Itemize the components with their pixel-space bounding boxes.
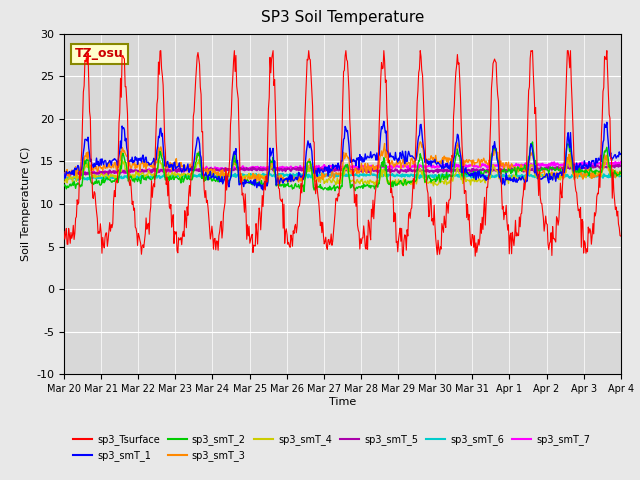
Text: TZ_osu: TZ_osu xyxy=(75,48,124,60)
Legend: sp3_Tsurface, sp3_smT_1, sp3_smT_2, sp3_smT_3, sp3_smT_4, sp3_smT_5, sp3_smT_6, : sp3_Tsurface, sp3_smT_1, sp3_smT_2, sp3_… xyxy=(69,431,594,465)
Title: SP3 Soil Temperature: SP3 Soil Temperature xyxy=(260,11,424,25)
Y-axis label: Soil Temperature (C): Soil Temperature (C) xyxy=(20,147,31,261)
X-axis label: Time: Time xyxy=(329,397,356,407)
